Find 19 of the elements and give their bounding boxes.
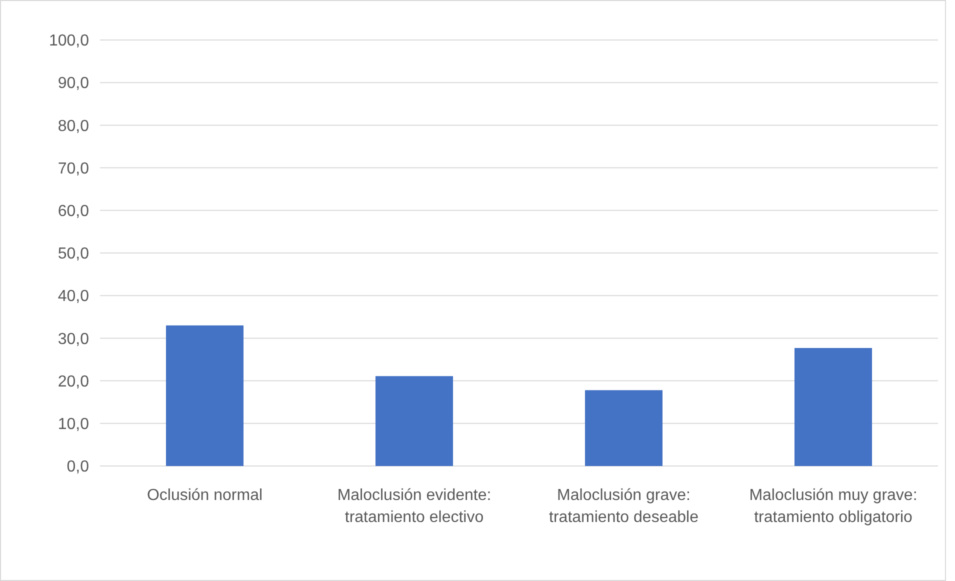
y-tick-label: 80,0	[58, 118, 90, 135]
bar	[375, 376, 454, 466]
y-tick-label: 50,0	[58, 246, 90, 263]
y-tick-label: 0,0	[66, 458, 90, 476]
y-tick-label: 40,0	[58, 288, 90, 306]
bar	[584, 390, 663, 466]
x-tick-label: Maloclusión grave: tratamiento deseable	[549, 487, 699, 526]
bar	[794, 348, 872, 466]
x-tick-label: Oclusión normal	[146, 487, 263, 504]
bar	[166, 325, 244, 466]
x-tick-label: Maloclusión muy grave: tratamiento obligatorio	[749, 487, 918, 526]
y-tick-label: 70,0	[58, 160, 90, 178]
x-tick-label: Maloclusión evidente: tratamiento electivo	[337, 487, 492, 526]
y-tick-label: 30,0	[58, 330, 90, 348]
y-tick-label: 90,0	[58, 75, 90, 92]
y-tick-label: 60,0	[58, 203, 90, 220]
y-tick-label: 10,0	[58, 416, 90, 433]
y-tick-label: 100,0	[48, 32, 90, 50]
y-tick-label: 20,0	[58, 373, 90, 390]
